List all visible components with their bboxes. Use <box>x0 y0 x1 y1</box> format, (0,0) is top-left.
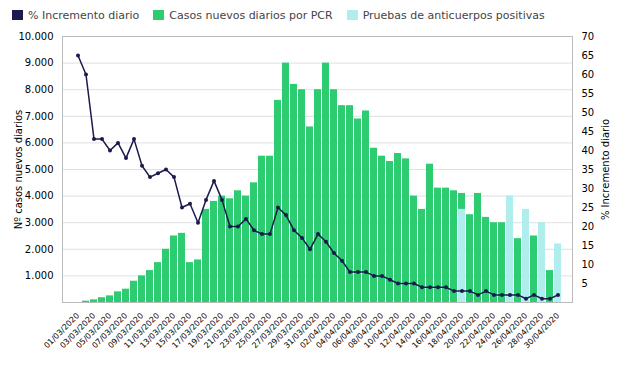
svg-text:25/03/2020: 25/03/2020 <box>234 311 274 351</box>
svg-text:1.000: 1.000 <box>25 270 54 281</box>
svg-text:5.000: 5.000 <box>25 164 54 175</box>
svg-text:17/03/2020: 17/03/2020 <box>170 311 210 351</box>
svg-text:Nº casos nuevos diarios: Nº casos nuevos diarios <box>13 110 24 229</box>
svg-text:18/04/2020: 18/04/2020 <box>426 311 466 351</box>
svg-text:07/03/2020: 07/03/2020 <box>90 311 130 351</box>
svg-text:08/04/2020: 08/04/2020 <box>346 311 386 351</box>
svg-text:12/04/2020: 12/04/2020 <box>378 311 418 351</box>
svg-text:28/04/2020: 28/04/2020 <box>506 311 546 351</box>
svg-text:5: 5 <box>582 278 588 289</box>
svg-text:50: 50 <box>582 107 595 118</box>
svg-text:60: 60 <box>582 69 595 80</box>
svg-text:04/04/2020: 04/04/2020 <box>314 311 354 351</box>
svg-text:7.000: 7.000 <box>25 111 54 122</box>
svg-text:40: 40 <box>582 145 595 156</box>
svg-text:55: 55 <box>582 88 595 99</box>
svg-text:16/04/2020: 16/04/2020 <box>410 311 450 351</box>
svg-text:02/04/2020: 02/04/2020 <box>298 311 338 351</box>
svg-text:09/03/2020: 09/03/2020 <box>106 311 146 351</box>
svg-text:23/03/2020: 23/03/2020 <box>218 311 258 351</box>
svg-text:25: 25 <box>582 202 595 213</box>
html-text:Pruebas de anticuerpos positiv: Pruebas de anticuerpos positivas <box>362 8 545 22</box>
svg-text:21/03/2020: 21/03/2020 <box>202 311 242 351</box>
svg-text:10: 10 <box>582 259 595 270</box>
svg-text:31/03/2020: 31/03/2020 <box>282 311 322 351</box>
svg-text:15: 15 <box>582 240 595 251</box>
svg-text:45: 45 <box>582 126 595 137</box>
svg-text:2.000: 2.000 <box>25 244 54 255</box>
svg-text:20: 20 <box>582 221 595 232</box>
html-text:Casos nuevos diarios por PCR: Casos nuevos diarios por PCR <box>169 8 333 22</box>
svg-text:29/03/2020: 29/03/2020 <box>266 311 306 351</box>
svg-text:26/04/2020: 26/04/2020 <box>490 311 530 351</box>
svg-text:14/04/2020: 14/04/2020 <box>394 311 434 351</box>
svg-text:10.000: 10.000 <box>19 31 54 42</box>
svg-text:06/04/2020: 06/04/2020 <box>330 311 370 351</box>
svg-text:30: 30 <box>582 183 595 194</box>
svg-text:10/04/2020: 10/04/2020 <box>362 311 402 351</box>
svg-text:3.000: 3.000 <box>25 217 54 228</box>
svg-text:35: 35 <box>582 164 595 175</box>
svg-text:20/04/2020: 20/04/2020 <box>442 311 482 351</box>
svg-text:03/03/2020: 03/03/2020 <box>58 311 98 351</box>
svg-text:65: 65 <box>582 50 595 61</box>
svg-text:8.000: 8.000 <box>25 84 54 95</box>
svg-text:9.000: 9.000 <box>25 57 54 68</box>
svg-text:11/03/2020: 11/03/2020 <box>122 311 162 351</box>
svg-text:% Incremento diario: % Incremento diario <box>600 119 611 220</box>
svg-text:6.000: 6.000 <box>25 137 54 148</box>
svg-text:24/04/2020: 24/04/2020 <box>474 311 514 351</box>
svg-text:13/03/2020: 13/03/2020 <box>138 311 178 351</box>
svg-text:27/03/2020: 27/03/2020 <box>250 311 290 351</box>
svg-text:05/03/2020: 05/03/2020 <box>74 311 114 351</box>
svg-text:19/03/2020: 19/03/2020 <box>186 311 226 351</box>
svg-text:01/03/2020: 01/03/2020 <box>42 311 82 351</box>
svg-text:30/04/2020: 30/04/2020 <box>522 311 561 350</box>
svg-text:15/03/2020: 15/03/2020 <box>154 311 194 351</box>
svg-text:4.000: 4.000 <box>25 190 54 201</box>
html-text:% Incremento diario: % Incremento diario <box>28 8 140 22</box>
svg-text:70: 70 <box>582 31 595 42</box>
svg-text:22/04/2020: 22/04/2020 <box>458 311 498 351</box>
